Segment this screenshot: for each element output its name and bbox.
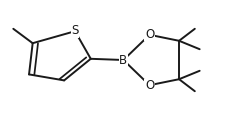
Text: B: B: [119, 54, 128, 66]
Text: O: O: [145, 79, 154, 92]
Text: O: O: [145, 28, 154, 41]
Text: S: S: [71, 24, 79, 37]
